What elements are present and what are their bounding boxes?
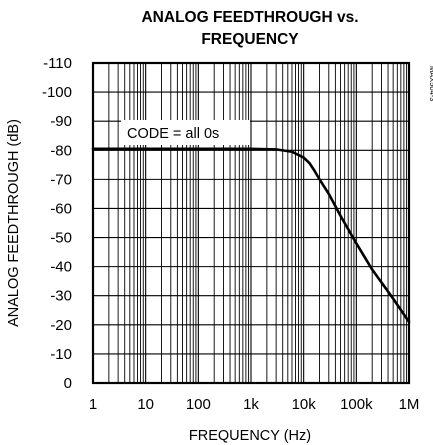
y-tick-label: -110 xyxy=(43,55,72,72)
x-tick-label: 1 xyxy=(89,396,97,413)
y-tick-label: -80 xyxy=(50,142,72,159)
y-tick-label: -10 xyxy=(50,346,72,363)
tick-labels: 1 10 100 1k 10k 100k 1M-110-100-90-80-70-60-50… xyxy=(42,55,419,413)
series-line xyxy=(91,147,411,324)
y-tick-label: -20 xyxy=(50,317,72,334)
y-axis-label: ANALOG FEEDTHROUGH (dB) xyxy=(6,119,22,327)
chart-subtitle: FREQUENCY xyxy=(201,31,299,48)
y-tick-label: -40 xyxy=(50,259,72,276)
y-tick-label: -100 xyxy=(42,84,72,101)
y-tick-label: -60 xyxy=(50,200,72,217)
y-tick-label: 0 xyxy=(64,375,72,392)
annotation-background xyxy=(121,120,250,145)
x-tick-label: 10k xyxy=(292,396,317,413)
chart-title: ANALOG FEEDTHROUGH vs. xyxy=(141,9,358,26)
x-tick-label: 1M xyxy=(399,396,420,413)
x-axis-label: FREQUENCY (Hz) xyxy=(189,428,311,444)
annotation-code: CODE = all 0s xyxy=(127,126,219,142)
plot-border xyxy=(91,61,411,385)
annotations: CODE = all 0s MAX504-3 xyxy=(121,66,433,145)
x-tick-label: 100 xyxy=(186,396,211,413)
plot-frame xyxy=(91,61,411,385)
y-tick-label: -50 xyxy=(50,230,72,247)
x-tick-label: 1k xyxy=(243,396,259,413)
x-tick-label: 100k xyxy=(340,396,373,413)
series xyxy=(91,147,411,324)
y-tick-label: -90 xyxy=(50,113,72,130)
y-tick-label: -30 xyxy=(50,288,72,305)
grid xyxy=(93,63,409,383)
x-tick-label: 10 xyxy=(137,396,154,413)
figure-code: MAX504-3 xyxy=(428,66,433,101)
y-tick-label: -70 xyxy=(50,171,72,188)
